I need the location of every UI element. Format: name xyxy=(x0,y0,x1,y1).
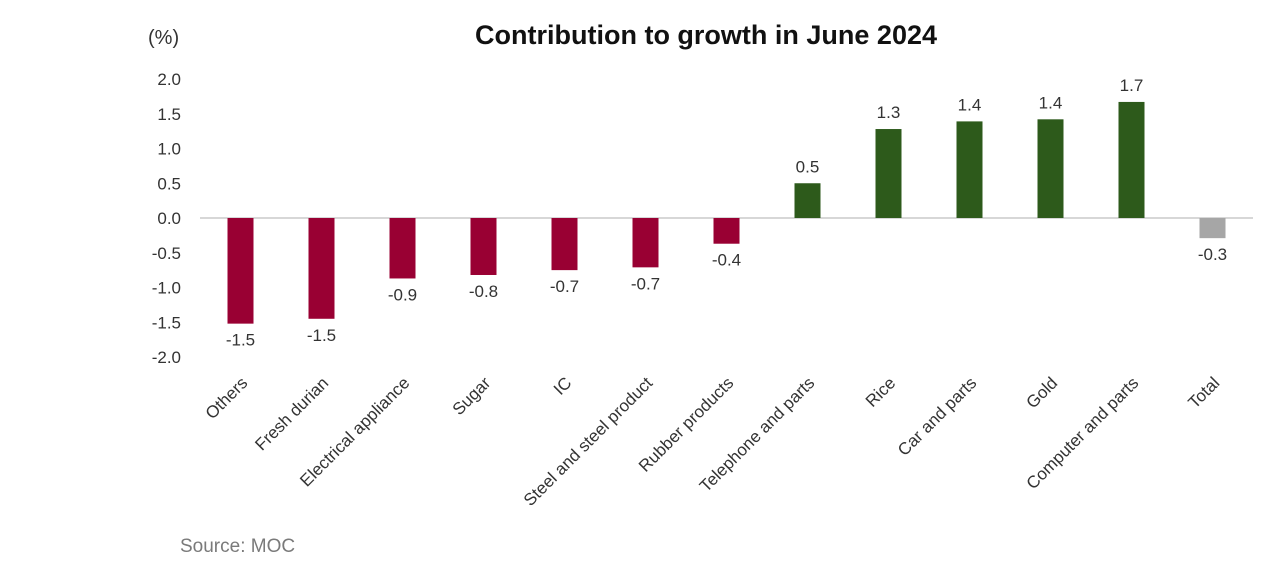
y-tick-label: -1.0 xyxy=(152,279,181,298)
bar xyxy=(1118,101,1145,218)
bar xyxy=(713,218,740,244)
y-tick-label: 2.0 xyxy=(157,70,181,89)
data-label: 1.7 xyxy=(1120,76,1144,95)
data-label: -0.8 xyxy=(469,282,498,301)
bar xyxy=(794,183,821,218)
bar xyxy=(308,218,335,319)
data-label: -0.7 xyxy=(631,274,660,293)
category-label: Total xyxy=(1184,373,1223,412)
bar xyxy=(551,218,578,271)
category-label: Others xyxy=(202,373,252,423)
category-label: Car and parts xyxy=(894,373,980,459)
category-label: Gold xyxy=(1022,373,1061,412)
y-tick-label: 0.5 xyxy=(157,174,181,193)
y-tick-label: -0.5 xyxy=(152,244,181,263)
data-label: 1.4 xyxy=(958,95,982,114)
bar xyxy=(956,121,983,218)
category-label: Fresh durian xyxy=(251,373,332,454)
category-label: Rice xyxy=(862,373,899,410)
category-label: Steel and steel product xyxy=(520,373,657,510)
data-label: -0.9 xyxy=(388,285,417,304)
data-label: -0.3 xyxy=(1198,245,1227,264)
bar xyxy=(1037,119,1064,218)
data-label: -0.4 xyxy=(712,251,741,270)
data-label: 1.3 xyxy=(877,103,901,122)
bar xyxy=(227,218,254,324)
data-label: 1.4 xyxy=(1039,93,1063,112)
category-label: IC xyxy=(550,373,575,398)
data-label: -1.5 xyxy=(226,331,255,350)
bar xyxy=(1199,218,1226,239)
y-tick-label: 1.5 xyxy=(157,105,181,124)
y-tick-label: 1.0 xyxy=(157,140,181,159)
data-label: -1.5 xyxy=(307,326,336,345)
bar xyxy=(470,218,497,275)
chart-title: Contribution to growth in June 2024 xyxy=(475,20,937,50)
y-tick-label: -2.0 xyxy=(152,348,181,367)
y-tick-label: -1.5 xyxy=(152,313,181,332)
data-label: -0.7 xyxy=(550,277,579,296)
data-label: 0.5 xyxy=(796,157,820,176)
y-tick-label: 0.0 xyxy=(157,209,181,228)
category-label: Sugar xyxy=(449,373,495,419)
source-note: Source: MOC xyxy=(180,536,296,557)
bar xyxy=(875,129,902,218)
bar xyxy=(632,218,659,268)
y-axis-unit-label: (%) xyxy=(148,27,180,49)
bar xyxy=(389,218,416,279)
